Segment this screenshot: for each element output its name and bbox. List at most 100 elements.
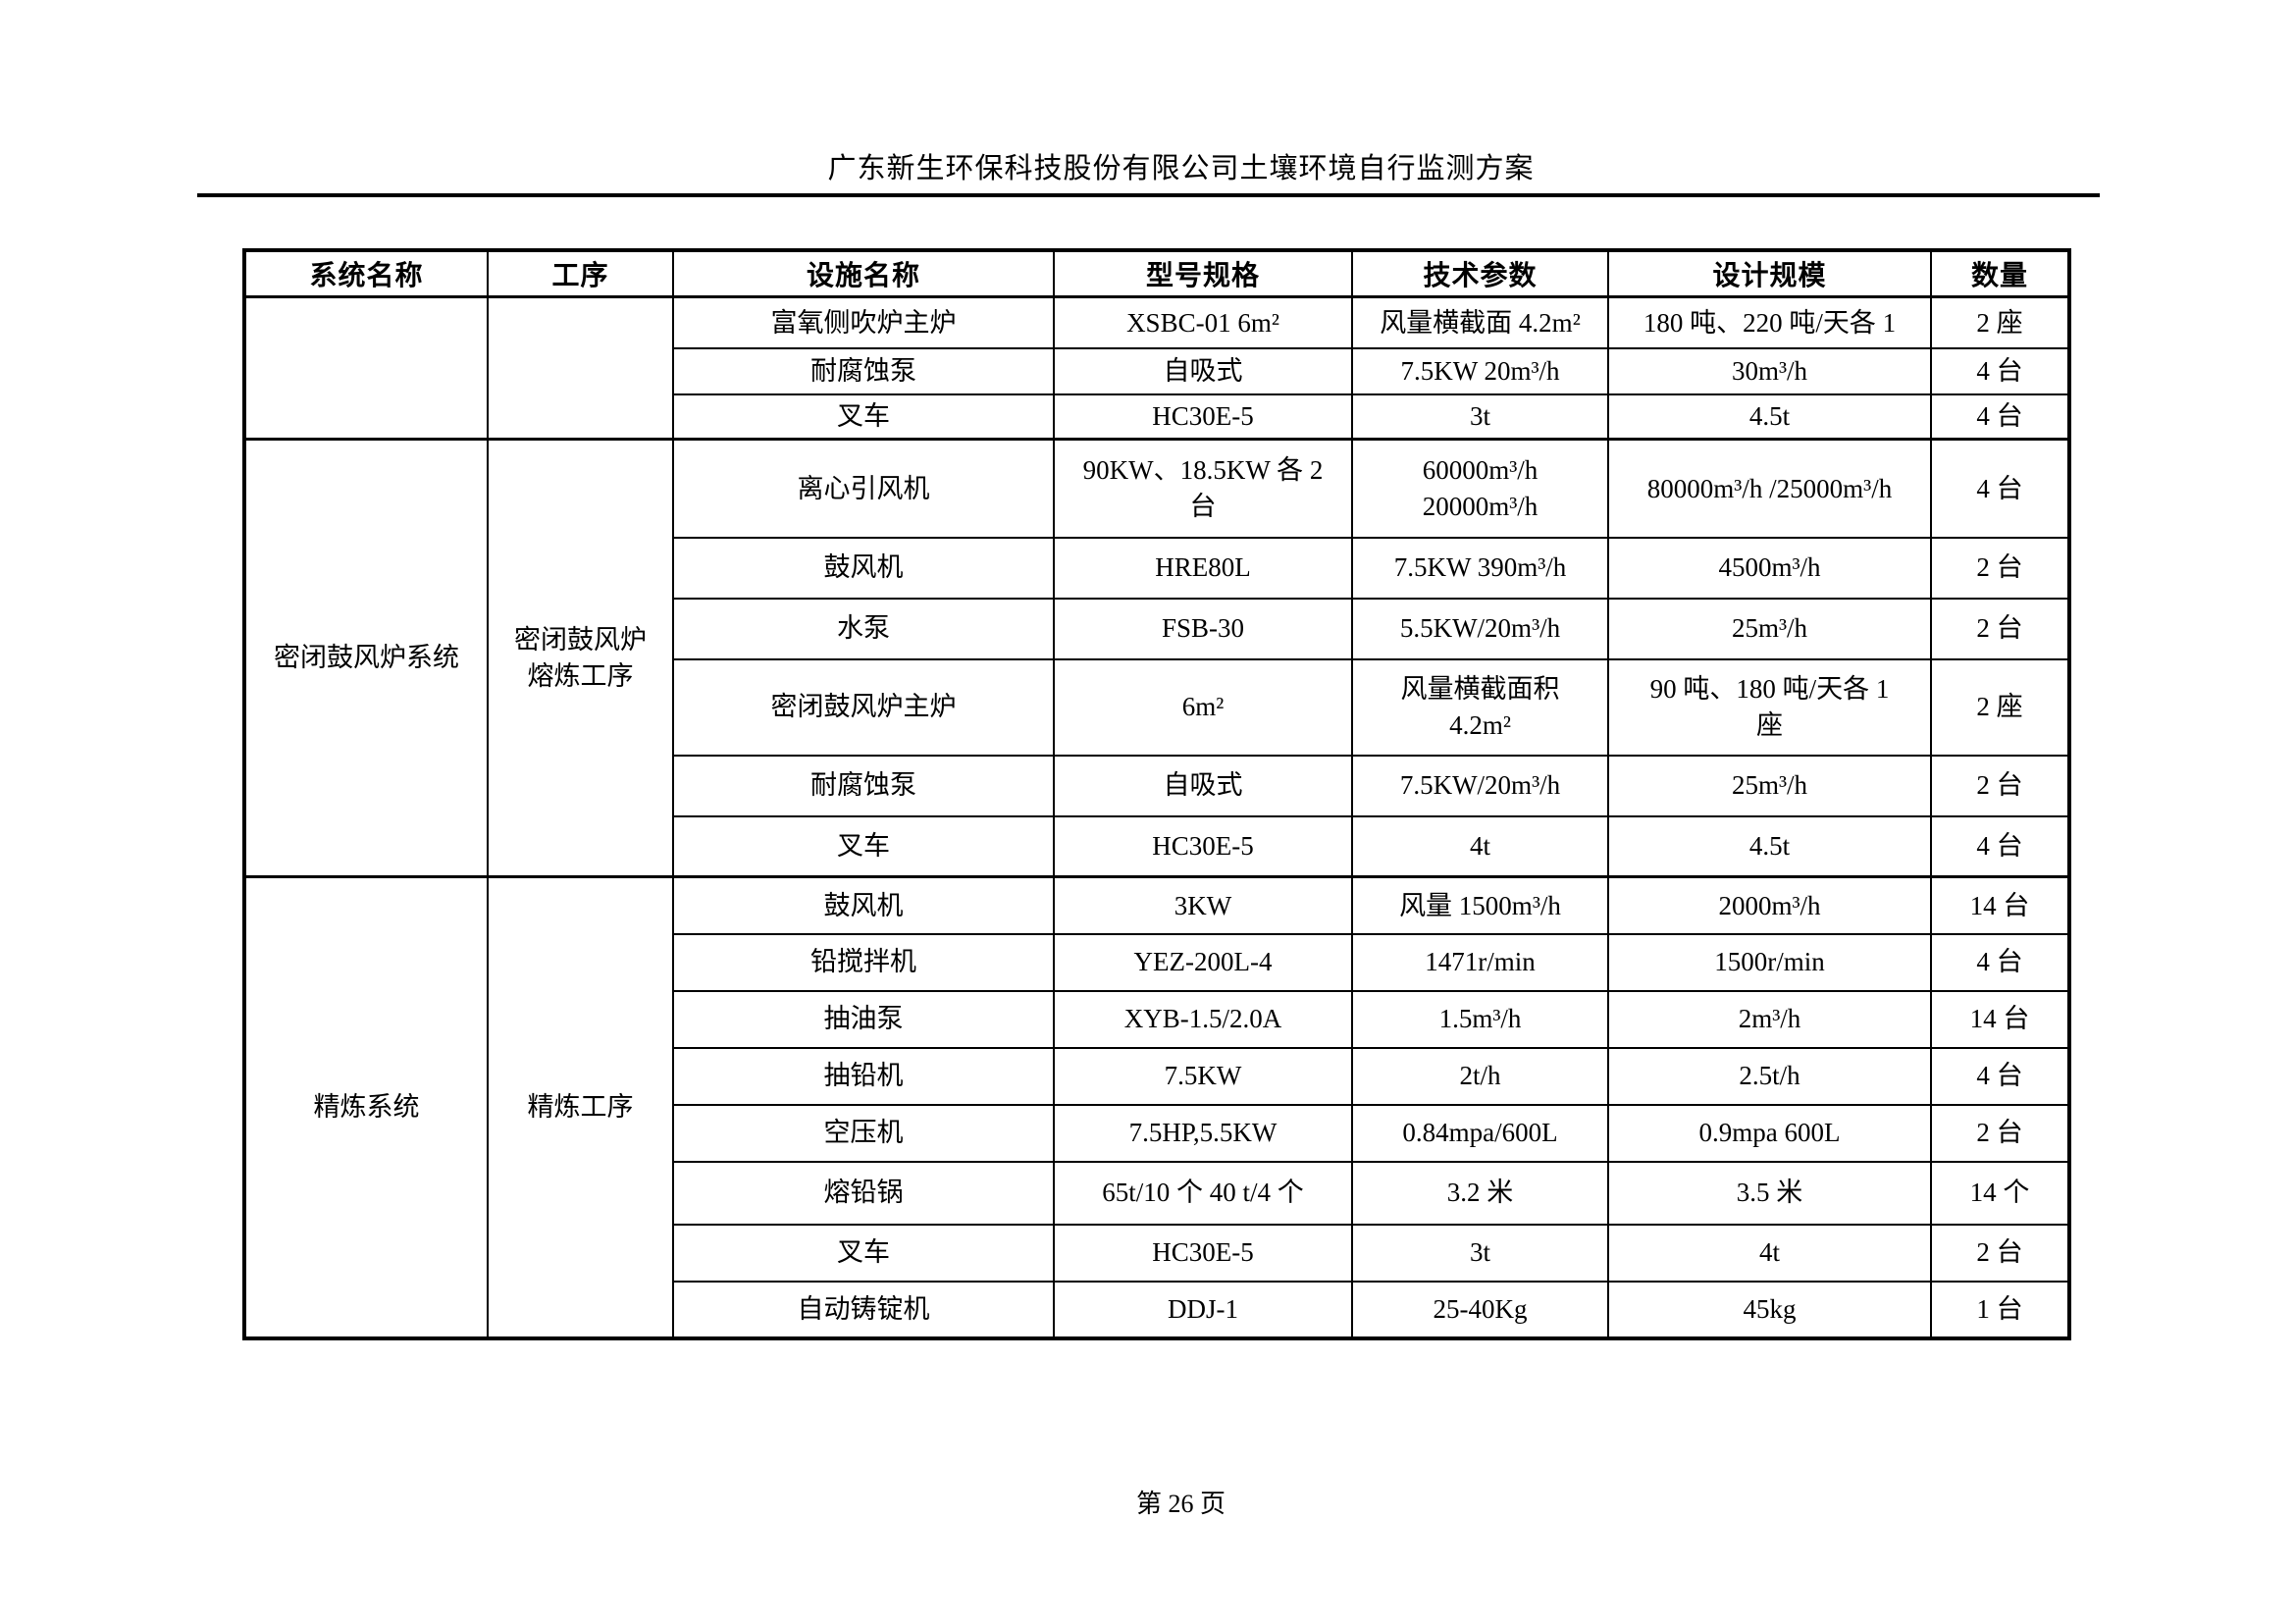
cell-system-name [243, 295, 489, 441]
cell-quantity: 2 座 [1930, 657, 2070, 757]
cell-facility-name: 叉车 [672, 814, 1055, 878]
cell-model-spec: 3KW [1053, 875, 1353, 935]
table-row: 精炼系统 精炼工序 鼓风机 3KW 风量 1500m³/h 2000m³/h 1… [243, 875, 2070, 1339]
cell-design-scale: 25m³/h [1607, 754, 1932, 817]
cell-facility-name: 铅搅拌机 [672, 932, 1055, 992]
table-row: 熔铅锅 65t/10 个 40 t/4 个 3.2 米 3.5 米 14 个 [244, 1160, 2070, 1226]
cell-process: 精炼工序 [487, 875, 674, 1339]
col-header-facility-name: 设施名称 [672, 249, 1055, 298]
cell-design-scale: 80000m³/h /25000m³/h [1607, 438, 1932, 539]
cell-tech-params: 5.5KW/20m³/h [1351, 597, 1609, 660]
cell-tech-params: 7.5KW 20m³/h [1351, 346, 1609, 395]
cell-quantity: 2 台 [1930, 536, 2070, 600]
table-row: 叉车 HC30E-5 4t 4.5t 4 台 [244, 814, 2070, 878]
table-row: 密闭鼓风炉主炉 6m² 风量横截面积 4.2m² 90 吨、180 吨/天各 1… [244, 657, 2070, 757]
cell-facility-name: 离心引风机 [672, 438, 1055, 539]
cell-quantity: 2 台 [1930, 1103, 2070, 1163]
cell-design-scale: 4.5t [1607, 393, 1932, 441]
cell-tech-params: 3.2 米 [1351, 1160, 1609, 1226]
cell-tech-params: 3t [1351, 1223, 1609, 1283]
cell-design-scale: 45kg [1607, 1280, 1932, 1339]
cell-model-spec: XSBC-01 6m² [1053, 295, 1353, 349]
page-header-title: 广东新生环保科技股份有限公司土壤环境自行监测方案 [827, 153, 1535, 184]
cell-tech-params: 2t/h [1351, 1046, 1609, 1106]
table-row: 空压机 7.5HP,5.5KW 0.84mpa/600L 0.9mpa 600L… [244, 1103, 2070, 1163]
cell-facility-name: 叉车 [672, 1223, 1055, 1283]
cell-tech-params: 风量横截面积 4.2m² [1351, 657, 1609, 757]
cell-design-scale: 90 吨、180 吨/天各 1 座 [1607, 657, 1932, 757]
cell-tech-params: 7.5KW 390m³/h [1351, 536, 1609, 600]
cell-quantity: 2 台 [1930, 597, 2070, 660]
cell-quantity: 4 台 [1930, 438, 2070, 539]
cell-process [487, 295, 674, 441]
cell-facility-name: 耐腐蚀泵 [672, 346, 1055, 395]
col-header-quantity: 数量 [1930, 249, 2070, 298]
col-header-design-scale: 设计规模 [1607, 249, 1932, 298]
cell-model-spec: HRE80L [1053, 536, 1353, 600]
table-row: 铅搅拌机 YEZ-200L-4 1471r/min 1500r/min 4 台 [244, 932, 2070, 992]
cell-facility-name: 抽油泵 [672, 989, 1055, 1049]
cell-design-scale: 180 吨、220 吨/天各 1 [1607, 295, 1932, 349]
table-row: 抽铅机 7.5KW 2t/h 2.5t/h 4 台 [244, 1046, 2070, 1106]
cell-design-scale: 1500r/min [1607, 932, 1932, 992]
table-row: 叉车 HC30E-5 3t 4t 2 台 [244, 1223, 2070, 1283]
cell-tech-params: 3t [1351, 393, 1609, 441]
cell-quantity: 2 台 [1930, 754, 2070, 817]
cell-tech-params: 25-40Kg [1351, 1280, 1609, 1339]
cell-design-scale: 2000m³/h [1607, 875, 1932, 935]
col-header-model-spec: 型号规格 [1053, 249, 1353, 298]
table-row: 抽油泵 XYB-1.5/2.0A 1.5m³/h 2m³/h 14 台 [244, 989, 2070, 1049]
cell-facility-name: 密闭鼓风炉主炉 [672, 657, 1055, 757]
cell-model-spec: HC30E-5 [1053, 814, 1353, 878]
cell-facility-name: 熔铅锅 [672, 1160, 1055, 1226]
cell-quantity: 4 台 [1930, 932, 2070, 992]
table-row: 富氧侧吹炉主炉 XSBC-01 6m² 风量横截面 4.2m² 180 吨、22… [243, 295, 2070, 441]
table-row: 自动铸锭机 DDJ-1 25-40Kg 45kg 1 台 [244, 1280, 2070, 1339]
cell-model-spec: HC30E-5 [1053, 1223, 1353, 1283]
cell-facility-name: 空压机 [672, 1103, 1055, 1163]
table-row: 鼓风机 HRE80L 7.5KW 390m³/h 4500m³/h 2 台 [244, 536, 2070, 600]
table-header-row: 系统名称 工序 设施名称 型号规格 技术参数 设计规模 数量 [243, 249, 2070, 298]
cell-design-scale: 4t [1607, 1223, 1932, 1283]
cell-tech-params: 风量横截面 4.2m² [1351, 295, 1609, 349]
cell-design-scale: 4500m³/h [1607, 536, 1932, 600]
cell-facility-name: 鼓风机 [672, 536, 1055, 600]
cell-facility-name: 叉车 [672, 393, 1055, 441]
cell-facility-name: 抽铅机 [672, 1046, 1055, 1106]
cell-system-name: 密闭鼓风炉系统 [243, 438, 489, 878]
table-row: 耐腐蚀泵 自吸式 7.5KW 20m³/h 30m³/h 4 台 [244, 346, 2070, 395]
cell-model-spec: HC30E-5 [1053, 393, 1353, 441]
cell-quantity: 1 台 [1930, 1280, 2070, 1339]
cell-model-spec: 自吸式 [1053, 346, 1353, 395]
cell-model-spec: 65t/10 个 40 t/4 个 [1053, 1160, 1353, 1226]
cell-tech-params: 4t [1351, 814, 1609, 878]
cell-quantity: 2 台 [1930, 1223, 2070, 1283]
cell-model-spec: 7.5HP,5.5KW [1053, 1103, 1353, 1163]
equipment-table: 系统名称 工序 设施名称 型号规格 技术参数 设计规模 数量 富氧侧吹炉主炉 X… [242, 248, 2071, 1340]
cell-model-spec: 90KW、18.5KW 各 2 台 [1053, 438, 1353, 539]
cell-model-spec: DDJ-1 [1053, 1280, 1353, 1339]
cell-facility-name: 耐腐蚀泵 [672, 754, 1055, 817]
cell-tech-params: 60000m³/h 20000m³/h [1351, 438, 1609, 539]
cell-quantity: 14 台 [1930, 875, 2070, 935]
table-row: 耐腐蚀泵 自吸式 7.5KW/20m³/h 25m³/h 2 台 [244, 754, 2070, 817]
cell-tech-params: 7.5KW/20m³/h [1351, 754, 1609, 817]
cell-quantity: 4 台 [1930, 393, 2070, 441]
cell-tech-params: 1471r/min [1351, 932, 1609, 992]
cell-facility-name: 鼓风机 [672, 875, 1055, 935]
cell-system-name: 精炼系统 [243, 875, 489, 1339]
table-row: 叉车 HC30E-5 3t 4.5t 4 台 [244, 393, 2070, 441]
cell-design-scale: 25m³/h [1607, 597, 1932, 660]
table-row: 水泵 FSB-30 5.5KW/20m³/h 25m³/h 2 台 [244, 597, 2070, 660]
cell-design-scale: 2.5t/h [1607, 1046, 1932, 1106]
header-rule [197, 193, 2100, 197]
cell-model-spec: 自吸式 [1053, 754, 1353, 817]
cell-model-spec: XYB-1.5/2.0A [1053, 989, 1353, 1049]
cell-quantity: 14 个 [1930, 1160, 2070, 1226]
cell-quantity: 4 台 [1930, 346, 2070, 395]
cell-facility-name: 水泵 [672, 597, 1055, 660]
table-row: 密闭鼓风炉系统 密闭鼓风炉 熔炼工序 离心引风机 90KW、18.5KW 各 2… [243, 438, 2070, 878]
cell-facility-name: 富氧侧吹炉主炉 [672, 295, 1055, 349]
cell-process: 密闭鼓风炉 熔炼工序 [487, 438, 674, 878]
